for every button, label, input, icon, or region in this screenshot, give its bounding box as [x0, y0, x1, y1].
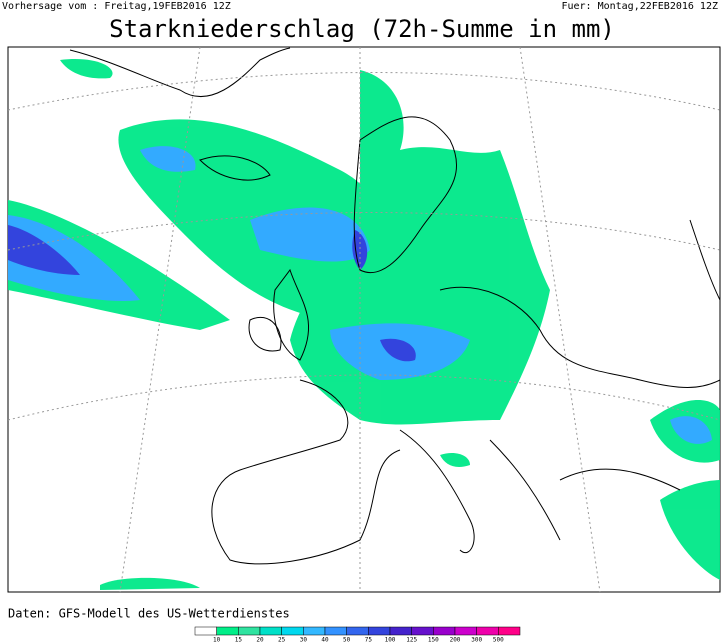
issued-label: Vorhersage vom : Freitag,19FEB2016 12Z: [2, 1, 231, 12]
legend-swatch: [454, 626, 477, 636]
legend-swatch: [238, 626, 261, 636]
legend: 10 15 20 25 30 40 50 75 100 125 150 200 300 500: [194, 626, 521, 644]
legend-swatch: [303, 626, 326, 636]
precip-medium: [8, 146, 712, 444]
legend-swatch: [281, 626, 304, 636]
valid-label: Fuer: Montag,22FEB2016 12Z: [561, 1, 718, 12]
title: Starkniederschlag (72h-Summe in mm): [109, 15, 615, 43]
legend-swatch: [476, 626, 499, 636]
legend-label: 20: [256, 637, 264, 644]
legend-label: 10: [213, 637, 221, 644]
source-label: Daten: GFS-Modell des US-Wetterdienstes: [8, 607, 290, 621]
legend-label: 30: [300, 637, 308, 644]
legend-swatch: [498, 626, 521, 636]
legend-label: 500: [493, 637, 504, 644]
legend-label: 125: [406, 637, 417, 644]
legend-label: 75: [365, 637, 373, 644]
legend-label: 50: [343, 637, 351, 644]
precip-heavy: [8, 225, 416, 362]
legend-label: 100: [385, 637, 396, 644]
legend-label: 150: [428, 637, 439, 644]
legend-swatch: [216, 626, 239, 636]
map: [7, 46, 721, 593]
legend-swatch: [194, 626, 217, 636]
legend-label: 200: [450, 637, 461, 644]
legend-swatch: [368, 626, 391, 636]
legend-swatch: [411, 626, 434, 636]
legend-label: 300: [471, 637, 482, 644]
legend-swatch: [389, 626, 412, 636]
legend-label: 25: [278, 637, 286, 644]
legend-swatch: [324, 626, 347, 636]
coastlines: [69, 47, 721, 565]
legend-swatch: [259, 626, 282, 636]
legend-label: 40: [321, 637, 329, 644]
legend-label: 15: [235, 637, 243, 644]
legend-swatch: [433, 626, 456, 636]
graticule: [7, 46, 721, 593]
legend-swatch: [346, 626, 369, 636]
